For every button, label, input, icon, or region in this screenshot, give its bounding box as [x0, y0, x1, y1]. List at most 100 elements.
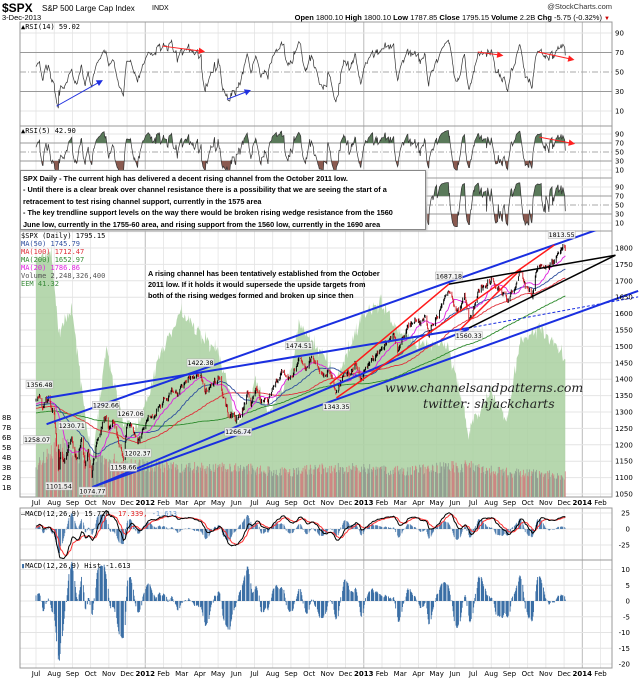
hist-bar: [372, 588, 374, 601]
volume-bar: [312, 469, 314, 497]
volume-bar: [88, 464, 90, 497]
macd-hist-bar: [445, 522, 447, 529]
rsi14-trend-arrow: [56, 81, 100, 107]
hist-bar: [483, 586, 485, 601]
rsi-tick-label: 90: [615, 131, 624, 139]
rsi14-trend-arrow-head: [567, 55, 575, 62]
hist-bar: [444, 583, 446, 601]
volume-bar: [171, 464, 173, 497]
hist-bar: [536, 580, 538, 601]
macd-hist-bar: [497, 529, 499, 536]
macd-hist-bar: [513, 526, 515, 529]
macd-hist-bar: [261, 529, 263, 534]
macd-hist-bar: [291, 529, 293, 534]
macd-hist-bar: [88, 527, 90, 529]
trendline-resistance-from-1356-extension: [468, 296, 639, 329]
volume-bar: [222, 465, 224, 497]
hist-bar: [336, 601, 337, 619]
hist-bar: [509, 601, 511, 612]
macd-hist-bar: [459, 529, 461, 538]
volume-bar: [121, 462, 123, 497]
hist-bar: [210, 601, 212, 605]
hist-bar: [310, 601, 312, 602]
rsi14: [35, 39, 566, 109]
macd-hist-bar: [314, 529, 316, 532]
volume-bar: [549, 476, 551, 497]
macd-hist-bar: [313, 529, 315, 531]
hist-bar: [331, 601, 333, 605]
x-tick-label: Sep: [284, 670, 298, 678]
hist-bar: [311, 599, 312, 601]
hist-bar: [180, 601, 182, 604]
hist-bar: [306, 601, 308, 614]
hist-bar: [410, 592, 412, 601]
hist-bar: [205, 601, 207, 626]
volume-bar: [395, 466, 397, 497]
macd-hist-bar: [82, 522, 84, 529]
hist-bar: [339, 601, 340, 607]
volume-bar: [522, 474, 524, 497]
hist-bar: [527, 601, 529, 618]
volume-bar: [39, 457, 40, 497]
hist-bar: [217, 595, 218, 601]
macd-hist-bar: [458, 529, 459, 539]
hist-bar: [113, 601, 115, 608]
x-tick-label: Aug: [47, 499, 61, 507]
volume-bar: [226, 469, 228, 497]
hist-bar: [464, 596, 465, 601]
hist-bar: [358, 601, 360, 603]
macd-hist-bar: [289, 529, 291, 534]
macd-hist-bar: [135, 529, 137, 532]
price-legend: $SPX (Daily) 1795.15 MA(50) 1745.79 MA(1…: [21, 232, 105, 288]
macd-hist-bar: [302, 529, 304, 531]
macd-hist-bar: [385, 526, 387, 529]
macd-hist-bar: [157, 526, 159, 529]
trendline-red-channel-lower: [336, 244, 555, 399]
volume-bar: [430, 470, 432, 497]
volume-tick-label: 1B: [2, 484, 11, 492]
macd-hist-bar: [518, 521, 520, 529]
hist-bar: [316, 601, 318, 610]
volume-bar: [447, 466, 449, 497]
macd-hist-bar: [125, 527, 127, 529]
price-label-text: 1074.77: [79, 488, 105, 495]
volume-bar: [352, 463, 354, 497]
volume-bar: [175, 463, 177, 497]
macd-hist-bar: [384, 526, 386, 529]
macd-hist-bar: [318, 529, 319, 535]
volume-bar: [497, 466, 499, 497]
hist-bar: [561, 595, 563, 601]
stockcharts-logo[interactable]: @StockCharts.com: [547, 2, 612, 11]
macd-hist-bar: [63, 529, 65, 537]
hist-bar: [184, 600, 186, 601]
hist-bar: [166, 599, 168, 601]
macd-hist-bar: [457, 529, 459, 540]
volume-bar: [316, 469, 318, 497]
macd-hist-bar: [381, 527, 383, 529]
macd-hist-bar: [363, 529, 365, 531]
volume-bar: [315, 466, 317, 497]
macd-hist-bar: [430, 529, 432, 537]
macd-hist-bar: [200, 529, 202, 532]
axes: 9070503010907050301090705030101800175017…: [2, 30, 633, 679]
x-tick-label: Jul: [31, 499, 41, 507]
volume-bar: [64, 443, 66, 497]
volume-bar: [456, 466, 458, 497]
volume-bar: [37, 465, 39, 497]
volume-bar: [70, 453, 72, 497]
x-tick-label: Aug: [484, 499, 498, 507]
volume-bar: [351, 469, 353, 497]
volume-bar: [198, 466, 200, 497]
volume-bar: [484, 474, 486, 497]
macd-hist-bar: [151, 525, 153, 529]
volume-bar: [163, 464, 165, 497]
macd-hist-bar: [170, 527, 172, 529]
hist-bar: [505, 601, 507, 614]
macd-hist-bar: [104, 516, 106, 529]
macd-hist-bar: [372, 524, 374, 529]
macd-hist-bar: [419, 529, 421, 532]
macd-hist-bar: [444, 521, 446, 529]
volume-bar: [93, 457, 95, 497]
macd-hist-bar: [179, 529, 181, 531]
price-label: 1074.77: [78, 486, 107, 495]
